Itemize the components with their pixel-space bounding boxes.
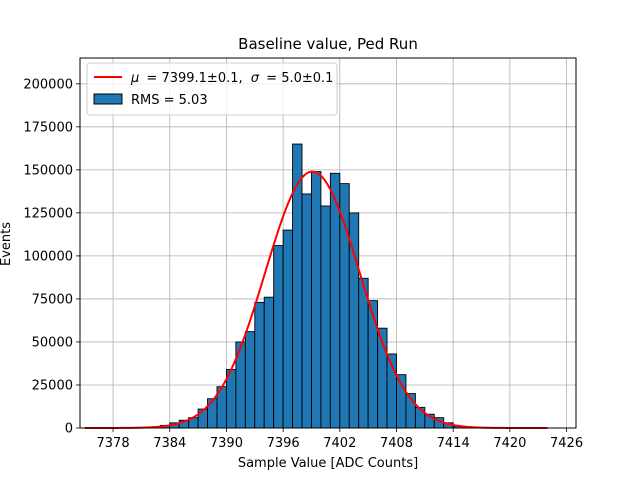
- legend-mu-symbol: μ: [130, 71, 139, 86]
- histogram-bar: [207, 398, 218, 429]
- plot-frame: [79, 57, 577, 429]
- x-tick-label: 7402: [323, 436, 356, 451]
- x-tick-label: 7378: [97, 436, 130, 451]
- histogram-bar: [244, 331, 256, 429]
- legend-hist-swatch: [93, 93, 123, 105]
- x-axis-label: Sample Value [ADC Counts]: [238, 456, 418, 471]
- histogram-bar: [301, 193, 312, 429]
- y-tick-label: 100000: [23, 249, 73, 264]
- legend-sigma-symbol: σ: [251, 71, 260, 86]
- y-axis-ticks: 0 25000 50000 75000 100000 125000 150000 175000…: [23, 77, 80, 437]
- histogram-bar: [339, 183, 350, 429]
- histogram-bar: [292, 143, 303, 429]
- y-tick-label: 0: [65, 422, 73, 437]
- y-tick-label: 75000: [32, 292, 73, 307]
- legend-box: [86, 62, 338, 116]
- y-tick-label: 200000: [23, 77, 73, 92]
- gaussian-fit-curve: [84, 170, 548, 429]
- histogram-bar: [273, 245, 284, 429]
- x-tick-label: 7420: [493, 436, 526, 451]
- histogram-bar: [282, 229, 294, 429]
- histogram-bar: [254, 301, 265, 429]
- y-tick-label: 125000: [23, 206, 73, 221]
- histogram-bar: [329, 172, 341, 429]
- x-tick-label: 7384: [153, 436, 186, 451]
- y-tick-label: 150000: [23, 163, 73, 178]
- x-tick-label: 7426: [550, 436, 583, 451]
- legend-mu-value: = 7399.1±0.1,: [146, 71, 242, 86]
- histogram-bar: [320, 205, 331, 429]
- x-tick-label: 7414: [437, 436, 470, 451]
- y-tick-label: 50000: [32, 335, 73, 350]
- x-tick-label: 7408: [380, 436, 413, 451]
- histogram-bar: [263, 296, 275, 429]
- histogram-bar: [311, 171, 322, 429]
- x-tick-label: 7396: [267, 436, 300, 451]
- histogram-bar: [367, 300, 379, 429]
- chart-title: Baseline value, Ped Run: [238, 35, 418, 53]
- y-tick-label: 25000: [32, 378, 73, 393]
- legend: μ = 7399.1±0.1, σ = 5.0±0.1 RMS = 5.03: [86, 62, 338, 116]
- legend-hist-label: RMS = 5.03: [131, 93, 208, 108]
- legend-sigma-value: = 5.0±0.1: [266, 71, 333, 86]
- y-tick-label: 175000: [23, 120, 73, 135]
- histogram-bars: [159, 143, 464, 429]
- x-tick-label: 7390: [210, 436, 243, 451]
- histogram-bar: [414, 406, 426, 429]
- x-axis-ticks: 7378 7384 7390 7396 7402 7408 7414 7420 7426: [97, 428, 583, 451]
- histogram-bar: [358, 277, 369, 429]
- legend-fit-label: μ = 7399.1±0.1, σ = 5.0±0.1: [130, 71, 333, 86]
- y-axis-label: Events: [0, 222, 14, 266]
